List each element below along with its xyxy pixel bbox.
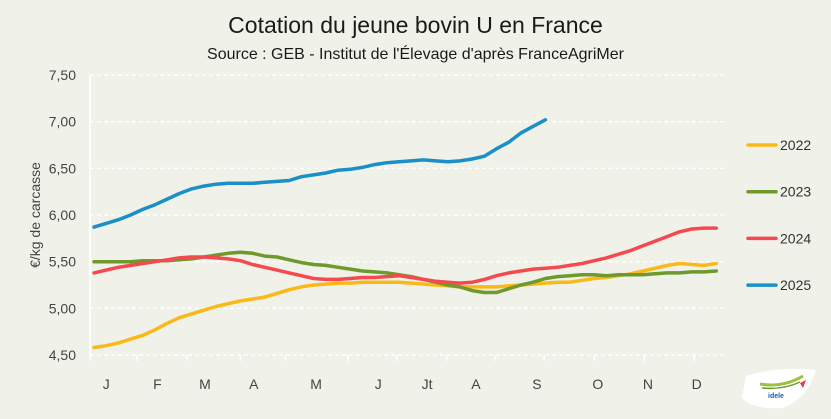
legend-label-2024: 2024 xyxy=(780,230,811,246)
legend-label-2025: 2025 xyxy=(780,277,811,293)
y-tick-label: 7,00 xyxy=(49,114,76,130)
legend-label-2022: 2022 xyxy=(780,137,811,153)
x-tick-label: O xyxy=(592,376,603,392)
x-tick-label: M xyxy=(199,376,211,392)
idele-logo: idele xyxy=(742,368,816,409)
series-line-2025 xyxy=(92,118,548,229)
x-tick-label: D xyxy=(692,376,702,392)
x-tick-label: Jt xyxy=(422,376,433,392)
series-line-2024 xyxy=(92,226,718,285)
x-tick-label: J xyxy=(103,376,110,392)
x-tick-label: N xyxy=(643,376,653,392)
chart-title: Cotation du jeune bovin U en France xyxy=(228,12,603,38)
x-tick-label: M xyxy=(310,376,322,392)
y-tick-label: 4,50 xyxy=(49,347,76,363)
x-tick-label: J xyxy=(375,376,382,392)
x-tick-label: F xyxy=(153,376,162,392)
y-tick-label: 6,50 xyxy=(49,160,76,176)
y-tick-label: 6,00 xyxy=(49,207,76,223)
y-axis-label: €/kg de carcasse xyxy=(27,162,43,268)
chart-subtitle: Source : GEB - Institut de l'Élevage d'a… xyxy=(207,46,624,63)
y-tick-label: 5,00 xyxy=(49,300,76,316)
y-tick-label: 5,50 xyxy=(49,254,76,270)
legend-label-2023: 2023 xyxy=(780,184,811,200)
y-tick-label: 7,50 xyxy=(49,67,76,83)
x-tick-label: A xyxy=(471,376,481,392)
x-tick-label: S xyxy=(532,376,541,392)
x-tick-label: A xyxy=(249,376,259,392)
logo-text: idele xyxy=(768,393,784,400)
